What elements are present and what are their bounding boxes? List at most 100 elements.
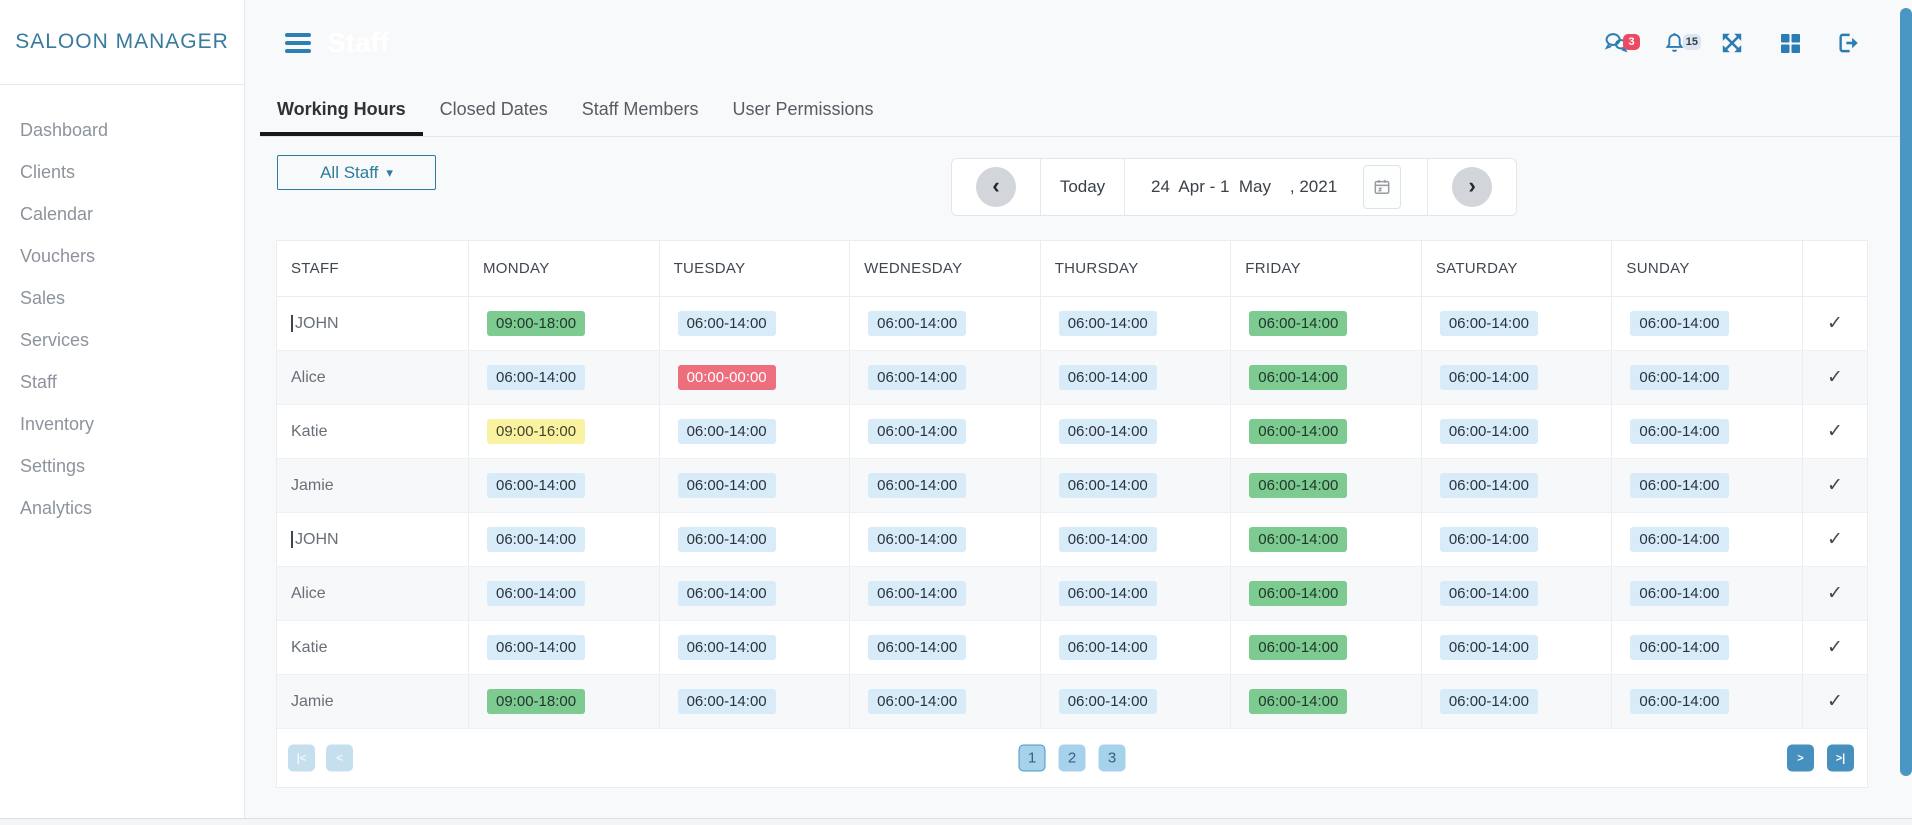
working-hours-cell[interactable]: 06:00-14:00 xyxy=(1422,351,1613,404)
working-hours-cell[interactable]: 06:00-14:00 xyxy=(660,513,851,566)
staff-name-cell[interactable]: JOHN xyxy=(277,513,469,566)
fullscreen-expand-icon[interactable] xyxy=(1718,29,1746,57)
confirm-cell[interactable]: ✓ xyxy=(1803,513,1867,566)
today-button[interactable]: Today xyxy=(1040,159,1124,215)
staff-name-cell[interactable]: JOHN xyxy=(277,297,469,350)
working-hours-cell[interactable]: 06:00-14:00 xyxy=(660,675,851,728)
working-hours-cell[interactable]: 09:00-18:00 xyxy=(469,297,660,350)
staff-name-cell[interactable]: Jamie xyxy=(277,459,469,512)
working-hours-cell[interactable]: 06:00-14:00 xyxy=(1231,675,1422,728)
tab-working-hours[interactable]: Working Hours xyxy=(260,85,423,136)
working-hours-cell[interactable]: 06:00-14:00 xyxy=(1612,405,1803,458)
working-hours-cell[interactable]: 06:00-14:00 xyxy=(1422,513,1613,566)
working-hours-cell[interactable]: 06:00-14:00 xyxy=(1041,459,1232,512)
working-hours-cell[interactable]: 06:00-14:00 xyxy=(850,351,1041,404)
sidebar-item-staff[interactable]: Staff xyxy=(20,371,57,392)
working-hours-cell[interactable]: 06:00-14:00 xyxy=(1422,297,1613,350)
calendar-icon[interactable] xyxy=(1363,165,1402,209)
hamburger-menu-icon[interactable] xyxy=(285,32,311,53)
working-hours-cell[interactable]: 06:00-14:00 xyxy=(850,297,1041,350)
scrollbar-thumb[interactable] xyxy=(1900,8,1912,776)
working-hours-cell[interactable]: 06:00-14:00 xyxy=(1041,351,1232,404)
working-hours-cell[interactable]: 06:00-14:00 xyxy=(660,567,851,620)
working-hours-cell[interactable]: 06:00-14:00 xyxy=(660,297,851,350)
last-page-button[interactable]: >| xyxy=(1827,744,1854,772)
working-hours-cell[interactable]: 09:00-18:00 xyxy=(469,675,660,728)
confirm-cell[interactable]: ✓ xyxy=(1803,621,1867,674)
working-hours-cell[interactable]: 06:00-14:00 xyxy=(850,621,1041,674)
working-hours-cell[interactable]: 06:00-14:00 xyxy=(469,351,660,404)
staff-name-cell[interactable]: Alice xyxy=(277,351,469,404)
working-hours-cell[interactable]: 06:00-14:00 xyxy=(469,621,660,674)
working-hours-cell[interactable]: 06:00-14:00 xyxy=(1231,405,1422,458)
prev-week-button[interactable]: ‹ xyxy=(976,167,1016,207)
next-page-button[interactable]: > xyxy=(1787,744,1814,772)
sidebar-item-services[interactable]: Services xyxy=(20,329,90,350)
working-hours-cell[interactable]: 06:00-14:00 xyxy=(1041,405,1232,458)
working-hours-cell[interactable]: 06:00-14:00 xyxy=(1422,405,1613,458)
working-hours-cell[interactable]: 06:00-14:00 xyxy=(660,405,851,458)
working-hours-cell[interactable]: 06:00-14:00 xyxy=(1231,297,1422,350)
working-hours-cell[interactable]: 06:00-14:00 xyxy=(1231,567,1422,620)
working-hours-cell[interactable]: 06:00-14:00 xyxy=(1422,567,1613,620)
notifications-bell-icon[interactable]: 15 xyxy=(1660,29,1701,57)
working-hours-cell[interactable]: 06:00-14:00 xyxy=(1612,513,1803,566)
all-staff-dropdown[interactable]: All Staff ▾ xyxy=(277,155,436,190)
working-hours-cell[interactable]: 06:00-14:00 xyxy=(660,459,851,512)
sidebar-item-clients[interactable]: Clients xyxy=(20,161,76,182)
confirm-cell[interactable]: ✓ xyxy=(1803,459,1867,512)
sidebar-item-analytics[interactable]: Analytics xyxy=(20,497,93,518)
working-hours-cell[interactable]: 06:00-14:00 xyxy=(1612,459,1803,512)
working-hours-cell[interactable]: 06:00-14:00 xyxy=(1231,513,1422,566)
working-hours-cell[interactable]: 06:00-14:00 xyxy=(660,621,851,674)
staff-name-cell[interactable]: Jamie xyxy=(277,675,469,728)
first-page-button[interactable]: |< xyxy=(288,744,315,772)
confirm-cell[interactable]: ✓ xyxy=(1803,675,1867,728)
staff-name-cell[interactable]: Katie xyxy=(277,621,469,674)
prev-page-button[interactable]: < xyxy=(326,744,353,772)
working-hours-cell[interactable]: 06:00-14:00 xyxy=(1231,621,1422,674)
working-hours-cell[interactable]: 06:00-14:00 xyxy=(850,405,1041,458)
date-range-value[interactable]: 24 Apr - 1 May , 2021 xyxy=(1151,177,1338,196)
working-hours-cell[interactable]: 06:00-14:00 xyxy=(1612,675,1803,728)
tab-closed-dates[interactable]: Closed Dates xyxy=(439,99,548,119)
tab-staff-members[interactable]: Staff Members xyxy=(581,99,699,119)
working-hours-cell[interactable]: 06:00-14:00 xyxy=(1612,297,1803,350)
sidebar-item-calendar[interactable]: Calendar xyxy=(20,203,94,224)
sidebar-item-inventory[interactable]: Inventory xyxy=(20,413,95,434)
page-button-1[interactable]: 1 xyxy=(1018,744,1046,772)
working-hours-cell[interactable]: 06:00-14:00 xyxy=(1231,459,1422,512)
apps-grid-icon[interactable] xyxy=(1776,29,1804,57)
working-hours-cell[interactable]: 00:00-00:00 xyxy=(660,351,851,404)
confirm-cell[interactable]: ✓ xyxy=(1803,567,1867,620)
sidebar-item-sales[interactable]: Sales xyxy=(20,287,66,308)
working-hours-cell[interactable]: 06:00-14:00 xyxy=(1612,351,1803,404)
sidebar-item-settings[interactable]: Settings xyxy=(20,455,86,476)
working-hours-cell[interactable]: 06:00-14:00 xyxy=(469,513,660,566)
working-hours-cell[interactable]: 06:00-14:00 xyxy=(1612,621,1803,674)
working-hours-cell[interactable]: 06:00-14:00 xyxy=(1422,459,1613,512)
working-hours-cell[interactable]: 06:00-14:00 xyxy=(1231,351,1422,404)
working-hours-cell[interactable]: 06:00-14:00 xyxy=(1422,675,1613,728)
confirm-cell[interactable]: ✓ xyxy=(1803,405,1867,458)
working-hours-cell[interactable]: 06:00-14:00 xyxy=(1041,675,1232,728)
working-hours-cell[interactable]: 06:00-14:00 xyxy=(1612,567,1803,620)
staff-name-cell[interactable]: Katie xyxy=(277,405,469,458)
next-week-button[interactable]: › xyxy=(1452,167,1493,207)
confirm-cell[interactable]: ✓ xyxy=(1803,351,1867,404)
tab-user-permissions[interactable]: User Permissions xyxy=(732,99,874,119)
sidebar-item-dashboard[interactable]: Dashboard xyxy=(20,119,109,140)
working-hours-cell[interactable]: 06:00-14:00 xyxy=(850,567,1041,620)
logout-icon[interactable] xyxy=(1834,29,1862,57)
working-hours-cell[interactable]: 06:00-14:00 xyxy=(1041,297,1232,350)
working-hours-cell[interactable]: 09:00-16:00 xyxy=(469,405,660,458)
working-hours-cell[interactable]: 06:00-14:00 xyxy=(1041,567,1232,620)
page-button-3[interactable]: 3 xyxy=(1098,744,1126,772)
working-hours-cell[interactable]: 06:00-14:00 xyxy=(469,567,660,620)
working-hours-cell[interactable]: 06:00-14:00 xyxy=(1041,621,1232,674)
working-hours-cell[interactable]: 06:00-14:00 xyxy=(469,459,660,512)
working-hours-cell[interactable]: 06:00-14:00 xyxy=(1422,621,1613,674)
confirm-cell[interactable]: ✓ xyxy=(1803,297,1867,350)
staff-name-cell[interactable]: Alice xyxy=(277,567,469,620)
sidebar-item-vouchers[interactable]: Vouchers xyxy=(20,245,96,266)
